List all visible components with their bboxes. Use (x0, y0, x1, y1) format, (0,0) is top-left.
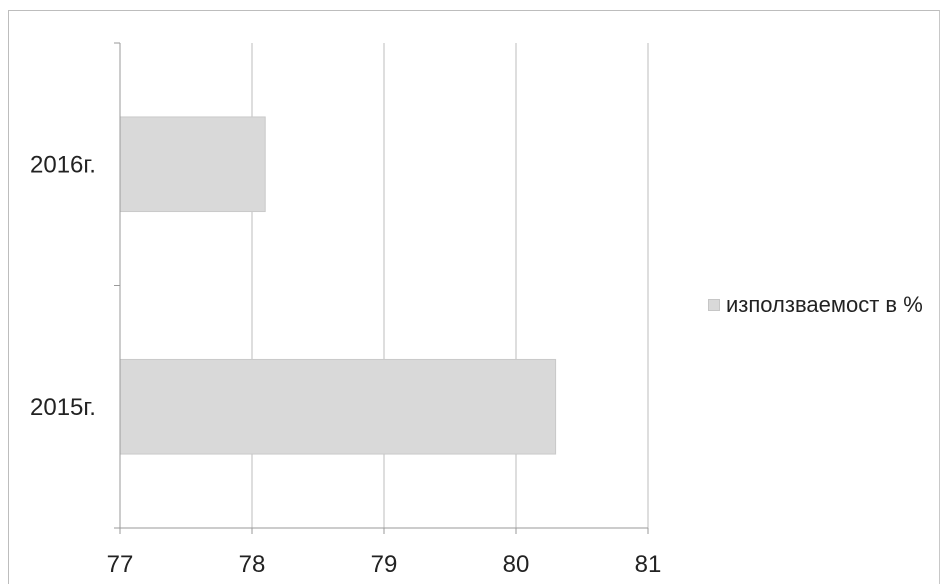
bar-2015г. (119, 358, 557, 455)
bar-series (119, 116, 557, 455)
gridlines (251, 43, 649, 528)
x-tick-label: 80 (503, 551, 530, 578)
chart-frame (8, 10, 940, 584)
legend-swatch (708, 299, 720, 311)
legend-label: използваемост в % (726, 292, 923, 317)
x-axis-tick-labels: 77 78 79 80 81 (107, 551, 662, 578)
x-tick-label: 77 (107, 551, 134, 578)
axes (114, 42, 649, 534)
y-axis-category-labels: 2016г. 2015г. (30, 151, 96, 421)
category-label: 2015г. (30, 394, 96, 421)
x-tick-label: 81 (635, 551, 662, 578)
x-tick-label: 79 (371, 551, 398, 578)
legend: използваемост в % (708, 292, 923, 318)
x-tick-label: 78 (239, 551, 266, 578)
category-label: 2016г. (30, 151, 96, 178)
bar-2016г. (119, 116, 266, 213)
